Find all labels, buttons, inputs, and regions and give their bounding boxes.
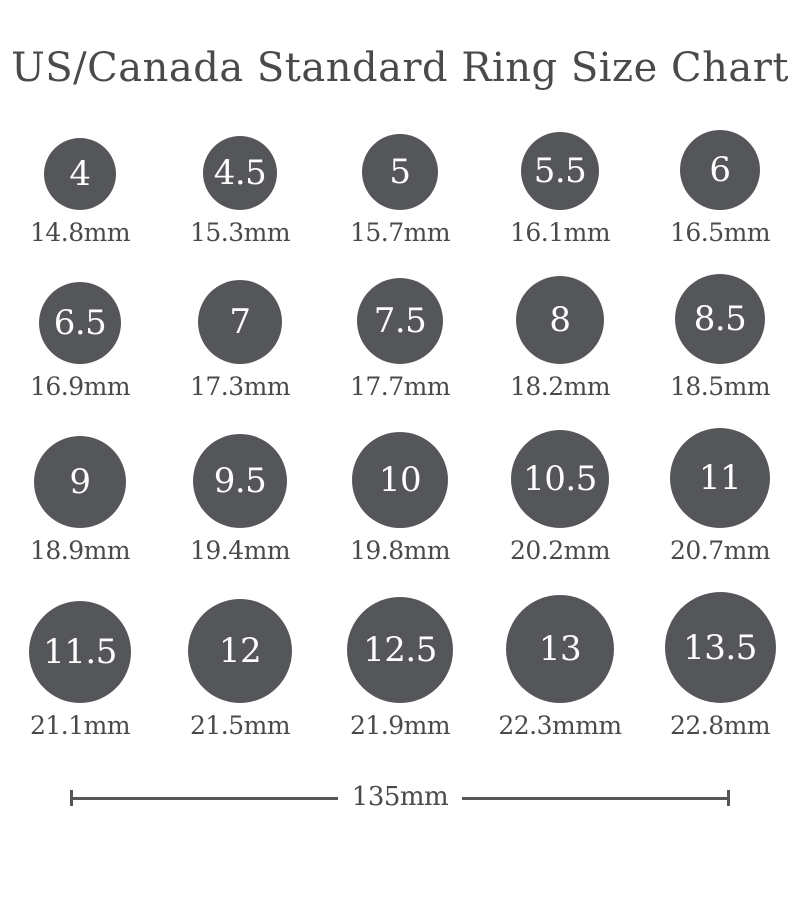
scale-bar-right-line [462, 796, 727, 800]
scale-bar: 135mm [70, 782, 730, 813]
ring-size-number: 4 [69, 154, 91, 194]
ring-diameter-label: 18.9mm [29, 536, 131, 565]
ring-diameter-label: 19.8mm [349, 536, 451, 565]
ring-diameter-label: 22.8mm [669, 711, 771, 740]
ring-size-number: 4.5 [213, 153, 267, 193]
ring-size-number: 11 [698, 458, 742, 498]
ring-circle: 4 [44, 138, 116, 210]
ring-row: 6.5 16.9mm 7 17.3mm 7.5 17.7mm 8 18.2mm 8.5 18.5m… [0, 274, 800, 400]
ring-size-cell: 8 18.2mm [480, 274, 640, 400]
ring-diameter-label: 18.5mm [669, 372, 771, 401]
ring-size-number: 8 [549, 300, 571, 340]
ring-size-number: 12.5 [363, 630, 437, 670]
ring-size-cell: 5 15.7mm [320, 130, 480, 246]
ring-diameter-label: 21.1mm [29, 711, 131, 740]
ring-circle: 8 [516, 276, 604, 364]
ring-diameter-label: 16.5mm [669, 218, 771, 247]
ring-circle: 5 [362, 134, 438, 210]
ring-diameter-label: 20.7mm [669, 536, 771, 565]
ring-diameter-label: 16.9mm [29, 372, 131, 401]
ring-circle: 9.5 [193, 434, 287, 528]
ring-size-number: 6 [709, 150, 731, 190]
ring-circle: 11.5 [29, 601, 131, 703]
scale-bar-label: 135mm [351, 782, 449, 812]
ring-diameter-label: 22.3mmm [498, 711, 622, 740]
ring-circle: 5.5 [521, 132, 599, 210]
ring-size-cell: 5.5 16.1mm [480, 130, 640, 246]
scale-bar-left-cap-icon [70, 790, 73, 806]
ring-diameter-label: 19.4mm [189, 536, 291, 565]
ring-size-number: 8.5 [693, 299, 747, 339]
ring-circle: 7.5 [357, 278, 443, 364]
ring-size-cell: 13 22.3mmm [480, 592, 640, 739]
ring-diameter-label: 18.2mm [509, 372, 611, 401]
ring-size-number: 13 [538, 629, 582, 669]
scale-bar-left-line [73, 796, 338, 800]
ring-grid: 4 14.8mm 4.5 15.3mm 5 15.7mm 5.5 16.1mm 6 16.5mm 6… [0, 130, 800, 739]
ring-size-cell: 4.5 15.3mm [160, 130, 320, 246]
ring-circle: 13 [506, 595, 614, 703]
ring-size-number: 5 [389, 152, 411, 192]
ring-size-number: 6.5 [53, 303, 107, 343]
ring-size-number: 10.5 [523, 459, 597, 499]
ring-diameter-label: 20.2mm [509, 536, 611, 565]
ring-diameter-label: 21.5mm [189, 711, 291, 740]
ring-size-cell: 9.5 19.4mm [160, 428, 320, 564]
ring-diameter-label: 17.7mm [349, 372, 451, 401]
ring-size-number: 5.5 [533, 151, 587, 191]
ring-row: 11.5 21.1mm 12 21.5mm 12.5 21.9mm 13 22.3mmm 13.… [0, 592, 800, 739]
ring-size-number: 10 [378, 460, 422, 500]
ring-row: 9 18.9mm 9.5 19.4mm 10 19.8mm 10.5 20.2mm 11 20.7… [0, 428, 800, 564]
scale-bar-right-cap-icon [727, 790, 730, 806]
ring-diameter-label: 15.7mm [349, 218, 451, 247]
ring-size-cell: 6 16.5mm [640, 130, 800, 246]
ring-size-cell: 10 19.8mm [320, 428, 480, 564]
ring-size-number: 13.5 [683, 627, 757, 668]
ring-size-number: 12 [218, 631, 262, 671]
ring-diameter-label: 15.3mm [189, 218, 291, 247]
ring-size-cell: 4 14.8mm [0, 130, 160, 246]
ring-size-chart-page: { "title": "US/Canada Standard Ring Size… [0, 42, 800, 899]
ring-size-cell: 12.5 21.9mm [320, 592, 480, 739]
ring-size-cell: 6.5 16.9mm [0, 274, 160, 400]
ring-size-cell: 11.5 21.1mm [0, 592, 160, 739]
ring-size-cell: 13.5 22.8mm [640, 592, 800, 739]
ring-row: 4 14.8mm 4.5 15.3mm 5 15.7mm 5.5 16.1mm 6 16.5mm [0, 130, 800, 246]
ring-diameter-label: 17.3mm [189, 372, 291, 401]
ring-size-cell: 8.5 18.5mm [640, 274, 800, 400]
ring-diameter-label: 16.1mm [509, 218, 611, 247]
ring-circle: 13.5 [664, 592, 776, 703]
ring-size-cell: 7 17.3mm [160, 274, 320, 400]
ring-circle: 6 [680, 130, 760, 210]
ring-size-number: 7.5 [373, 301, 427, 341]
ring-circle: 8.5 [675, 274, 765, 364]
ring-size-cell: 7.5 17.7mm [320, 274, 480, 400]
ring-circle: 10.5 [511, 430, 609, 528]
ring-diameter-label: 21.9mm [349, 711, 451, 740]
ring-size-cell: 10.5 20.2mm [480, 428, 640, 564]
ring-circle: 9 [34, 436, 126, 528]
ring-circle: 12 [188, 599, 292, 703]
ring-size-cell: 9 18.9mm [0, 428, 160, 564]
ring-size-cell: 12 21.5mm [160, 592, 320, 739]
ring-size-number: 9 [69, 462, 91, 502]
ring-circle: 10 [352, 432, 448, 528]
ring-circle: 7 [198, 280, 282, 364]
ring-size-number: 9.5 [213, 461, 267, 501]
page-title: US/Canada Standard Ring Size Chart [11, 45, 789, 91]
ring-circle: 6.5 [39, 282, 121, 364]
ring-circle: 4.5 [203, 136, 277, 210]
ring-circle: 12.5 [347, 597, 453, 703]
ring-size-cell: 11 20.7mm [640, 428, 800, 564]
ring-circle: 11 [670, 428, 770, 528]
ring-size-number: 7 [229, 302, 251, 342]
ring-diameter-label: 14.8mm [29, 218, 131, 247]
ring-size-number: 11.5 [43, 632, 117, 672]
